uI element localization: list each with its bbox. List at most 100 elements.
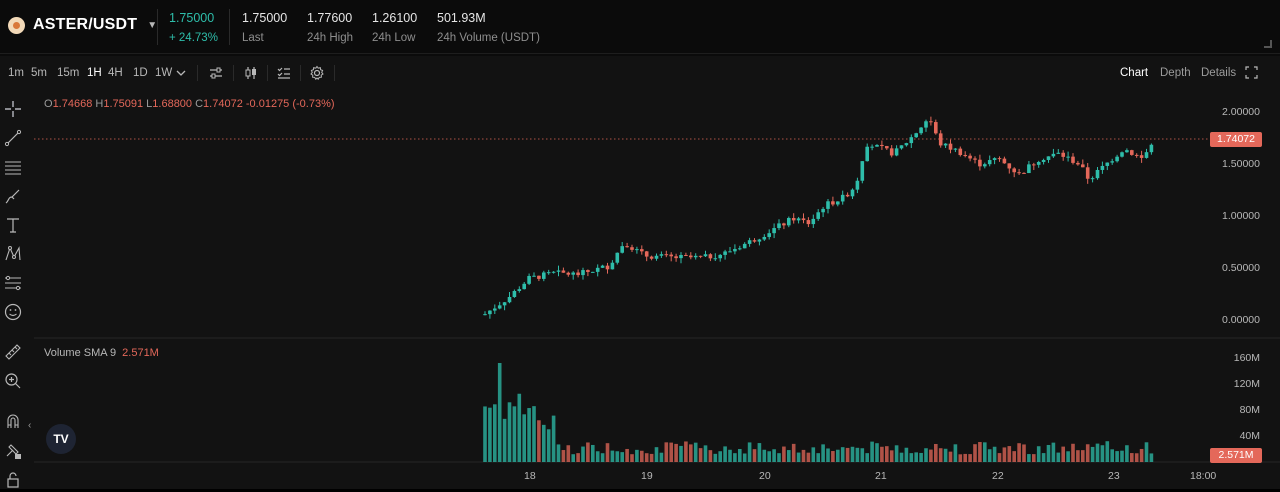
symbol-selector[interactable]: ASTER/USDT ▼ <box>8 16 157 34</box>
volume-bar <box>561 450 566 462</box>
market-header: ASTER/USDT ▼ 1.75000 + 24.73% 1.75000 La… <box>0 0 1280 54</box>
emoji-icon[interactable] <box>3 302 23 322</box>
gear-icon[interactable] <box>309 65 325 81</box>
trend-line-icon[interactable] <box>3 128 23 148</box>
lock-drawing-icon[interactable] <box>3 440 23 460</box>
volume-bar <box>870 441 874 462</box>
candle-body <box>909 137 914 144</box>
toolbar-divider <box>233 65 234 81</box>
tab-depth[interactable]: Depth <box>1160 67 1191 79</box>
candle-body <box>1007 163 1012 169</box>
candle-body <box>983 164 987 167</box>
volume-bar <box>1095 443 1100 462</box>
volume-bar <box>1081 450 1085 462</box>
candle-body <box>752 240 757 242</box>
indicators-icon[interactable] <box>276 65 292 81</box>
volume-bar <box>850 446 855 462</box>
volume-bar <box>1066 451 1070 462</box>
candle-body <box>620 246 624 253</box>
candle-body <box>1051 153 1056 157</box>
volume-bar <box>767 451 771 462</box>
volume-bar <box>693 442 698 462</box>
magnet-icon[interactable] <box>3 411 23 431</box>
timeframe-4h[interactable]: 4H <box>108 67 123 79</box>
volume-bar <box>909 453 914 462</box>
timeframe-1m[interactable]: 1m <box>8 67 24 79</box>
stat-value: 501.93M <box>437 11 486 25</box>
candle-body <box>870 146 874 148</box>
candle-body <box>791 217 796 221</box>
candle-body <box>821 208 825 213</box>
volume-tick: 120M <box>1233 378 1260 390</box>
price-chart[interactable]: O1.74668 H1.75091 L1.68800 C1.74072 -0.0… <box>34 90 1280 490</box>
timeframe-15m[interactable]: 15m <box>57 67 80 79</box>
volume-bar <box>1144 442 1149 462</box>
volume-bar <box>791 443 796 462</box>
tradingview-logo[interactable]: TV <box>46 424 76 454</box>
candle-body <box>664 254 669 256</box>
resize-handle-icon[interactable] <box>1264 40 1272 48</box>
volume-bar <box>586 442 590 462</box>
brush-icon[interactable] <box>3 186 23 206</box>
timeframe-1w[interactable]: 1W <box>155 67 173 79</box>
timeframe-1d[interactable]: 1D <box>133 67 148 79</box>
volume-bar <box>880 446 884 462</box>
ruler-icon[interactable] <box>3 342 23 362</box>
text-tool-icon[interactable] <box>3 215 23 235</box>
chevron-left-icon[interactable]: ‹ <box>28 420 32 431</box>
volume-bar <box>831 451 835 462</box>
candle-body <box>850 189 855 197</box>
indicator-settings-icon[interactable] <box>208 65 224 81</box>
fib-retracement-icon[interactable] <box>3 273 23 293</box>
lock-icon[interactable] <box>3 469 23 489</box>
fullscreen-icon[interactable] <box>1245 66 1258 79</box>
volume-bar <box>860 448 865 462</box>
header-divider <box>229 9 230 45</box>
volume-tag: 2.571M <box>1210 448 1262 463</box>
candle-body <box>708 254 713 259</box>
volume-bar <box>889 450 894 462</box>
aster-coin-icon <box>8 16 25 34</box>
timeframe-5m[interactable]: 5m <box>31 67 47 79</box>
zoom-in-icon[interactable] <box>3 371 23 391</box>
time-tick: 18 <box>524 470 536 482</box>
candle-body <box>1149 144 1154 153</box>
chevron-down-icon[interactable]: ▼ <box>147 19 158 31</box>
candle-body <box>1100 165 1105 170</box>
volume-bar <box>556 444 561 462</box>
volume-bar <box>542 424 546 462</box>
bottom-border <box>0 489 1280 492</box>
candle-body <box>556 270 561 272</box>
chevron-down-icon[interactable] <box>176 68 186 78</box>
candle-body <box>796 218 801 221</box>
candle-body <box>689 255 693 258</box>
tab-chart[interactable]: Chart <box>1120 67 1149 79</box>
candle-body <box>502 302 507 306</box>
ohlc-high: 1.75091 <box>103 98 144 110</box>
volume-bar <box>738 448 742 462</box>
candle-body <box>669 254 673 257</box>
drawing-toolbar: ‹ <box>0 90 34 492</box>
volume-bar <box>581 446 585 462</box>
candle-body <box>591 271 595 273</box>
horizontal-lines-icon[interactable] <box>3 157 23 177</box>
candle-body <box>625 246 629 248</box>
pattern-tool-icon[interactable] <box>3 244 23 264</box>
price-tick: 0.00000 <box>1222 314 1260 326</box>
tab-details[interactable]: Details <box>1201 67 1237 79</box>
volume-bar <box>885 446 889 462</box>
timeframe-1h[interactable]: 1H <box>87 67 102 79</box>
volume-bar <box>1130 453 1134 462</box>
candlestick-icon[interactable] <box>243 65 259 81</box>
candle-body <box>488 310 492 315</box>
volume-bar <box>953 444 958 462</box>
volume-bar <box>1027 454 1031 462</box>
crosshair-icon[interactable] <box>3 99 23 119</box>
candle-body <box>806 220 811 225</box>
candle-body <box>497 305 502 309</box>
toolbar-divider <box>334 65 335 81</box>
volume-bar <box>826 448 830 462</box>
candle-body <box>992 158 997 161</box>
candle-body <box>483 314 487 316</box>
volume-bar <box>1090 446 1095 462</box>
